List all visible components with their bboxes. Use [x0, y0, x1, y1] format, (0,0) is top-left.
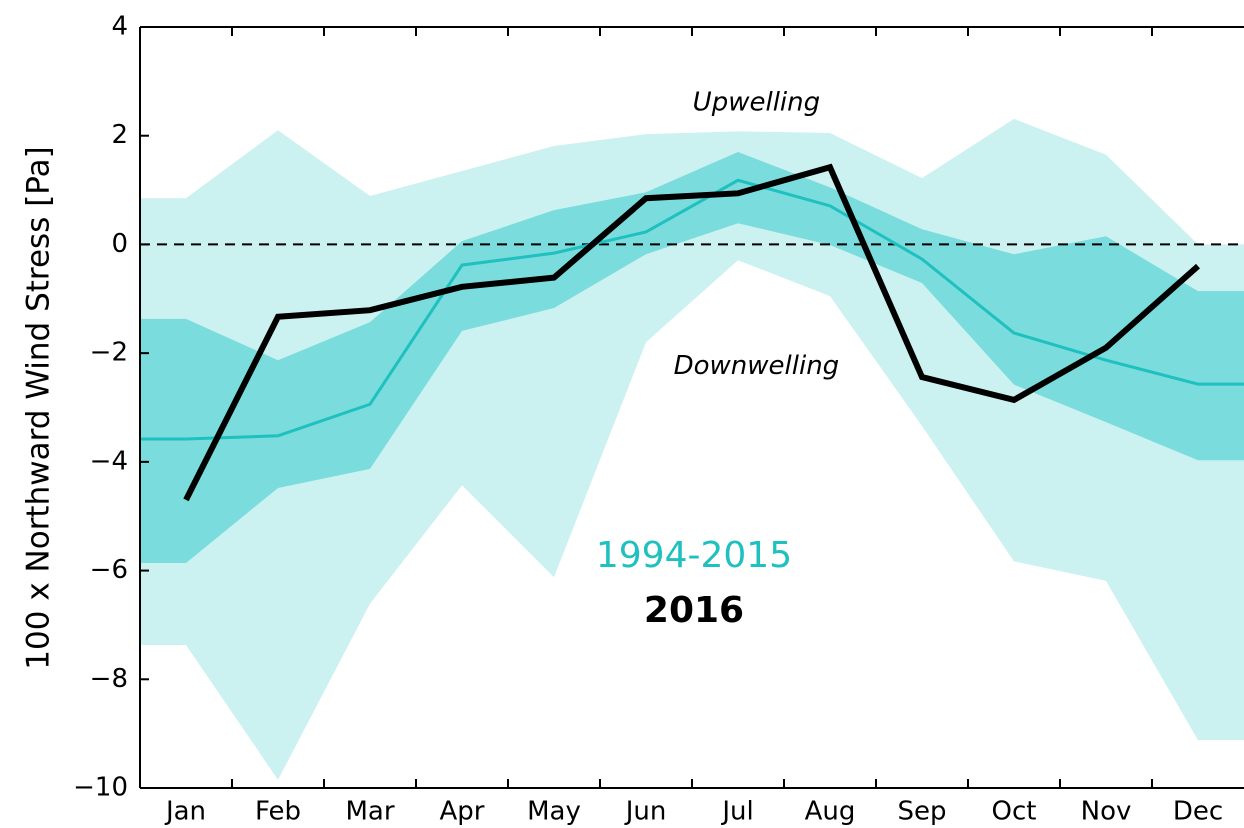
y-tick-label: −2 — [90, 338, 128, 368]
x-tick-label: Sep — [897, 797, 946, 827]
annotation: Downwelling — [674, 351, 840, 381]
legend-entry: 1994-2015 — [596, 535, 792, 576]
legend-entry: 2016 — [644, 590, 744, 631]
x-tick-label: Apr — [440, 797, 485, 827]
x-tick-label: Nov — [1081, 797, 1132, 827]
x-tick-label: Jul — [720, 797, 753, 827]
y-axis-label: 100 x Northward Wind Stress [Pa] — [21, 146, 57, 669]
y-tick-label: 0 — [111, 229, 128, 259]
x-tick-label: Mar — [345, 797, 394, 827]
x-tick-label: Jun — [624, 797, 667, 827]
band — [140, 152, 1244, 563]
y-tick-label: 2 — [111, 120, 128, 150]
y-tick-label: −8 — [90, 664, 128, 694]
y-tick-label: −10 — [73, 773, 128, 803]
y-tick-label: −6 — [90, 555, 128, 585]
x-tick-label: Aug — [805, 797, 856, 827]
y-tick-label: −4 — [90, 446, 128, 476]
series-line — [183, 163, 1200, 502]
x-tick-label: Jan — [164, 797, 206, 827]
x-tick-label: May — [527, 797, 581, 827]
y-tick-label: 4 — [111, 12, 128, 42]
x-tick-label: Feb — [255, 797, 301, 827]
x-tick-label: Oct — [992, 797, 1037, 827]
x-tick-label: Dec — [1173, 797, 1223, 827]
annotation: Upwelling — [693, 88, 820, 118]
